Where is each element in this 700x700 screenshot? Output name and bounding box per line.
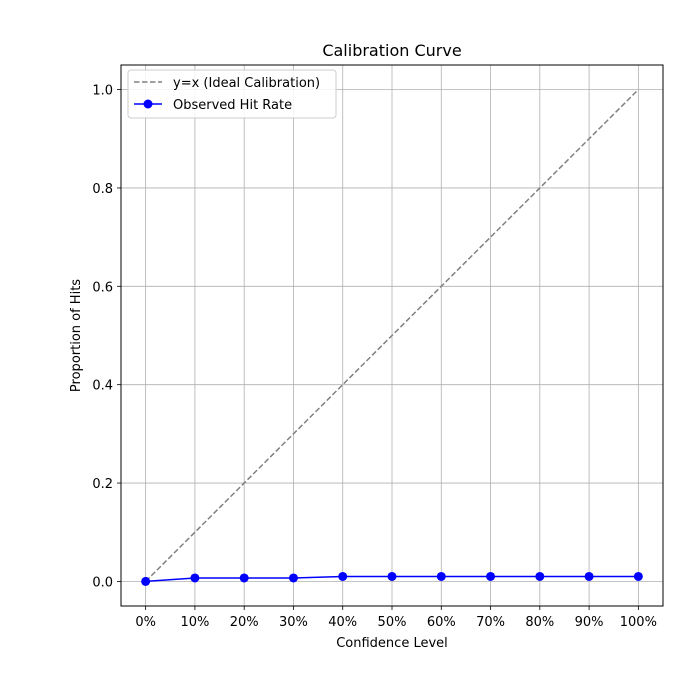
y-tick-label: 0.2: [92, 477, 113, 492]
data-point: [141, 576, 151, 586]
x-tick-label: 10%: [180, 615, 209, 630]
data-point: [584, 571, 594, 581]
series-line-ideal: [145, 89, 639, 582]
data-point: [338, 571, 348, 581]
data-point: [486, 571, 496, 581]
y-tick-label: 0.4: [92, 379, 113, 394]
x-tick-label: 100%: [620, 615, 657, 630]
chart-title: Calibration Curve: [322, 41, 461, 60]
data-point: [535, 571, 545, 581]
legend-label-ideal: y=x (Ideal Calibration): [173, 76, 320, 91]
y-axis: 0.0 0.2 0.4 0.6 0.8 1.0: [92, 84, 121, 590]
legend-label-observed: Observed Hit Rate: [173, 98, 292, 113]
y-tick-label: 1.0: [92, 84, 113, 99]
legend-marker-observed: [143, 99, 153, 109]
x-tick-label: 60%: [427, 615, 456, 630]
y-axis-label: Proportion of Hits: [69, 279, 84, 392]
legend-box: [127, 69, 337, 119]
y-tick-label: 0.0: [92, 575, 113, 590]
x-axis-label: Confidence Level: [336, 636, 448, 651]
data-point: [633, 571, 643, 581]
data-point: [190, 573, 200, 583]
legend: y=x (Ideal Calibration) Observed Hit Rat…: [127, 69, 337, 119]
x-tick-label: 30%: [279, 615, 308, 630]
x-tick-label: 90%: [575, 615, 604, 630]
y-tick-label: 0.8: [92, 182, 113, 197]
x-tick-label: 0%: [135, 615, 156, 630]
x-tick-label: 80%: [525, 615, 554, 630]
x-tick-label: 20%: [230, 615, 259, 630]
x-tick-label: 40%: [328, 615, 357, 630]
x-tick-label: 50%: [378, 615, 407, 630]
y-tick-label: 0.6: [92, 280, 113, 295]
x-axis: 0% 10% 20% 30% 40% 50% 60% 70% 80% 90% 100%: [135, 606, 657, 630]
data-point: [436, 571, 446, 581]
data-point: [387, 571, 397, 581]
data-point: [239, 573, 249, 583]
series-layer: [141, 89, 643, 586]
data-point: [288, 573, 298, 583]
x-tick-label: 70%: [476, 615, 505, 630]
